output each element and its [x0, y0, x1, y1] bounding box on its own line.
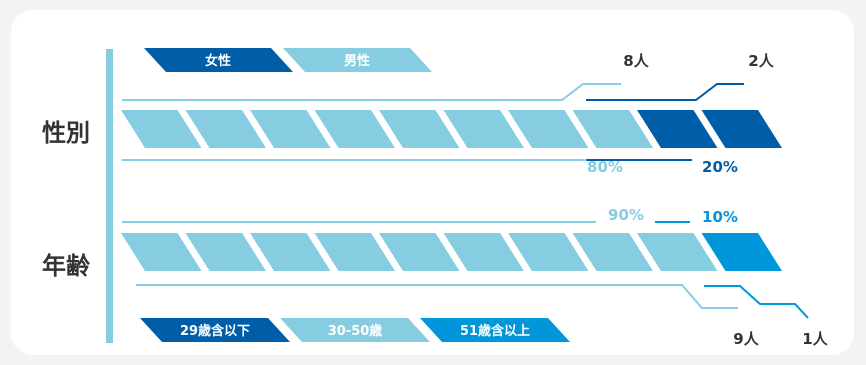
gender-bar-segment-a-4	[314, 110, 395, 148]
gender-bar-segment-a-6	[443, 110, 524, 148]
category-title-age: 年齢	[42, 252, 91, 280]
age-bar-segment-a-3	[250, 233, 331, 271]
count-label-age-51-over: 1人	[802, 330, 828, 348]
vertical-axis-bar	[106, 49, 113, 343]
legend-swatch-age-29-under	[140, 318, 290, 342]
age-bar-segment-a-6	[443, 233, 524, 271]
count-label-male: 8人	[623, 52, 649, 70]
leader-line-male-count	[122, 83, 621, 101]
gender-bar-segment-b-1	[637, 110, 718, 148]
gender-bar-segment-a-2	[185, 110, 266, 148]
age-bar-segment-a-5	[379, 233, 460, 271]
bars-age	[121, 233, 782, 271]
gender-bar-segment-a-3	[250, 110, 331, 148]
legend-swatch-age-30-50	[280, 318, 430, 342]
gender-bar-segment-a-7	[508, 110, 589, 148]
age-bar-segment-a-7	[508, 233, 589, 271]
gender-bar-segment-a-1	[121, 110, 202, 148]
legend-label-male: 男性	[344, 53, 370, 69]
chart-card	[11, 10, 854, 355]
legend-swatch-male	[283, 48, 432, 72]
gender-bar-segment-a-5	[379, 110, 460, 148]
gender-bar-segment-b-2	[701, 110, 782, 148]
legend-label-age-30-50: 30-50歳	[328, 323, 383, 339]
age-bar-segment-a-2	[185, 233, 266, 271]
legend-label-age-29-under: 29歳含以下	[180, 323, 250, 339]
age-bar-segment-a-1	[121, 233, 202, 271]
percent-label-age-51-over: 10%	[702, 208, 738, 226]
age-bar-segment-a-4	[314, 233, 395, 271]
age-bar-segment-a-9	[637, 233, 718, 271]
legend-swatch-age-51-over	[420, 318, 570, 342]
legend-label-female: 女性	[205, 53, 231, 69]
percent-label-age-30-50: 90%	[608, 206, 644, 224]
bars-gender	[121, 110, 782, 148]
legend-swatch-female	[144, 48, 293, 72]
count-label-age-30-50: 9人	[733, 330, 759, 348]
count-label-female: 2人	[748, 52, 774, 70]
leader-line-age-30-50-count	[136, 284, 738, 309]
percent-label-female: 20%	[702, 158, 738, 176]
age-bar-segment-a-8	[572, 233, 653, 271]
leader-line-age-51-over-count	[704, 285, 809, 319]
age-bar-segment-b-1	[701, 233, 782, 271]
leader-line-female-count	[586, 83, 744, 101]
gender-bar-segment-a-8	[572, 110, 653, 148]
category-title-gender: 性別	[42, 119, 90, 147]
legend-label-age-51-over: 51歳含以上	[460, 323, 530, 339]
percent-label-male: 80%	[587, 158, 623, 176]
